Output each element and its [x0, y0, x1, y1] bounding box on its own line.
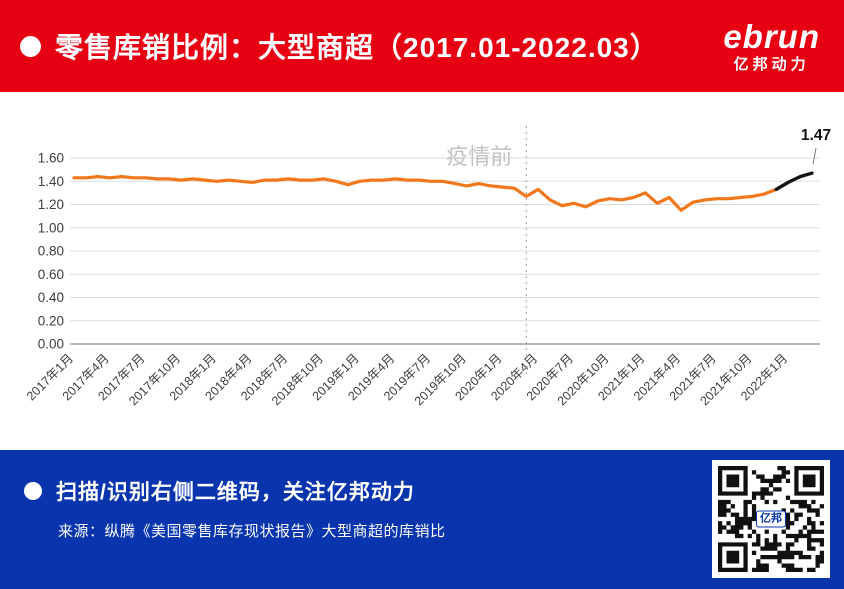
qr-code: 亿邦	[712, 460, 830, 578]
source-note: 来源：纵腾《美国零售库存现状报告》大型商超的库销比	[58, 523, 446, 540]
chart-area: 0.00 0.20 0.40 0.60 0.80 1.00 1.20 1.40 1.60 2017…	[0, 92, 844, 450]
logo-wordmark: ebrun	[723, 18, 820, 55]
ebrun-logo: ebrun 亿邦动力	[723, 20, 824, 72]
svg-text:0.60: 0.60	[38, 267, 64, 282]
page-title: 零售库销比例：大型商超（2017.01-2022.03）	[55, 32, 659, 63]
svg-text:0.00: 0.00	[38, 337, 64, 352]
footer-text-block: 扫描/识别右侧二维码，关注亿邦动力 来源：纵腾《美国零售库存现状报告》大型商超的…	[24, 476, 820, 541]
svg-text:1.20: 1.20	[38, 197, 64, 212]
header: 零售库销比例：大型商超（2017.01-2022.03） ebrun 亿邦动力	[0, 0, 844, 92]
svg-text:0.40: 0.40	[38, 290, 64, 305]
svg-text:疫情前: 疫情前	[446, 144, 512, 169]
line-chart: 0.000.200.400.600.801.001.201.401.602017…	[24, 126, 831, 408]
svg-text:1.47: 1.47	[801, 127, 831, 144]
bullet-icon	[20, 35, 41, 57]
svg-text:1.40: 1.40	[38, 174, 64, 189]
footer-headline: 扫描/识别右侧二维码，关注亿邦动力	[56, 481, 415, 504]
svg-text:0.80: 0.80	[38, 244, 64, 259]
svg-text:0.20: 0.20	[38, 313, 64, 328]
svg-text:1.60: 1.60	[38, 151, 64, 166]
qr-center-logo: 亿邦	[756, 510, 786, 528]
logo-subtext: 亿邦动力	[733, 56, 810, 73]
footer: 扫描/识别右侧二维码，关注亿邦动力 来源：纵腾《美国零售库存现状报告》大型商超的…	[0, 450, 844, 589]
bullet-icon	[24, 482, 42, 500]
svg-text:1.00: 1.00	[38, 220, 64, 235]
qr-pattern	[718, 466, 824, 572]
